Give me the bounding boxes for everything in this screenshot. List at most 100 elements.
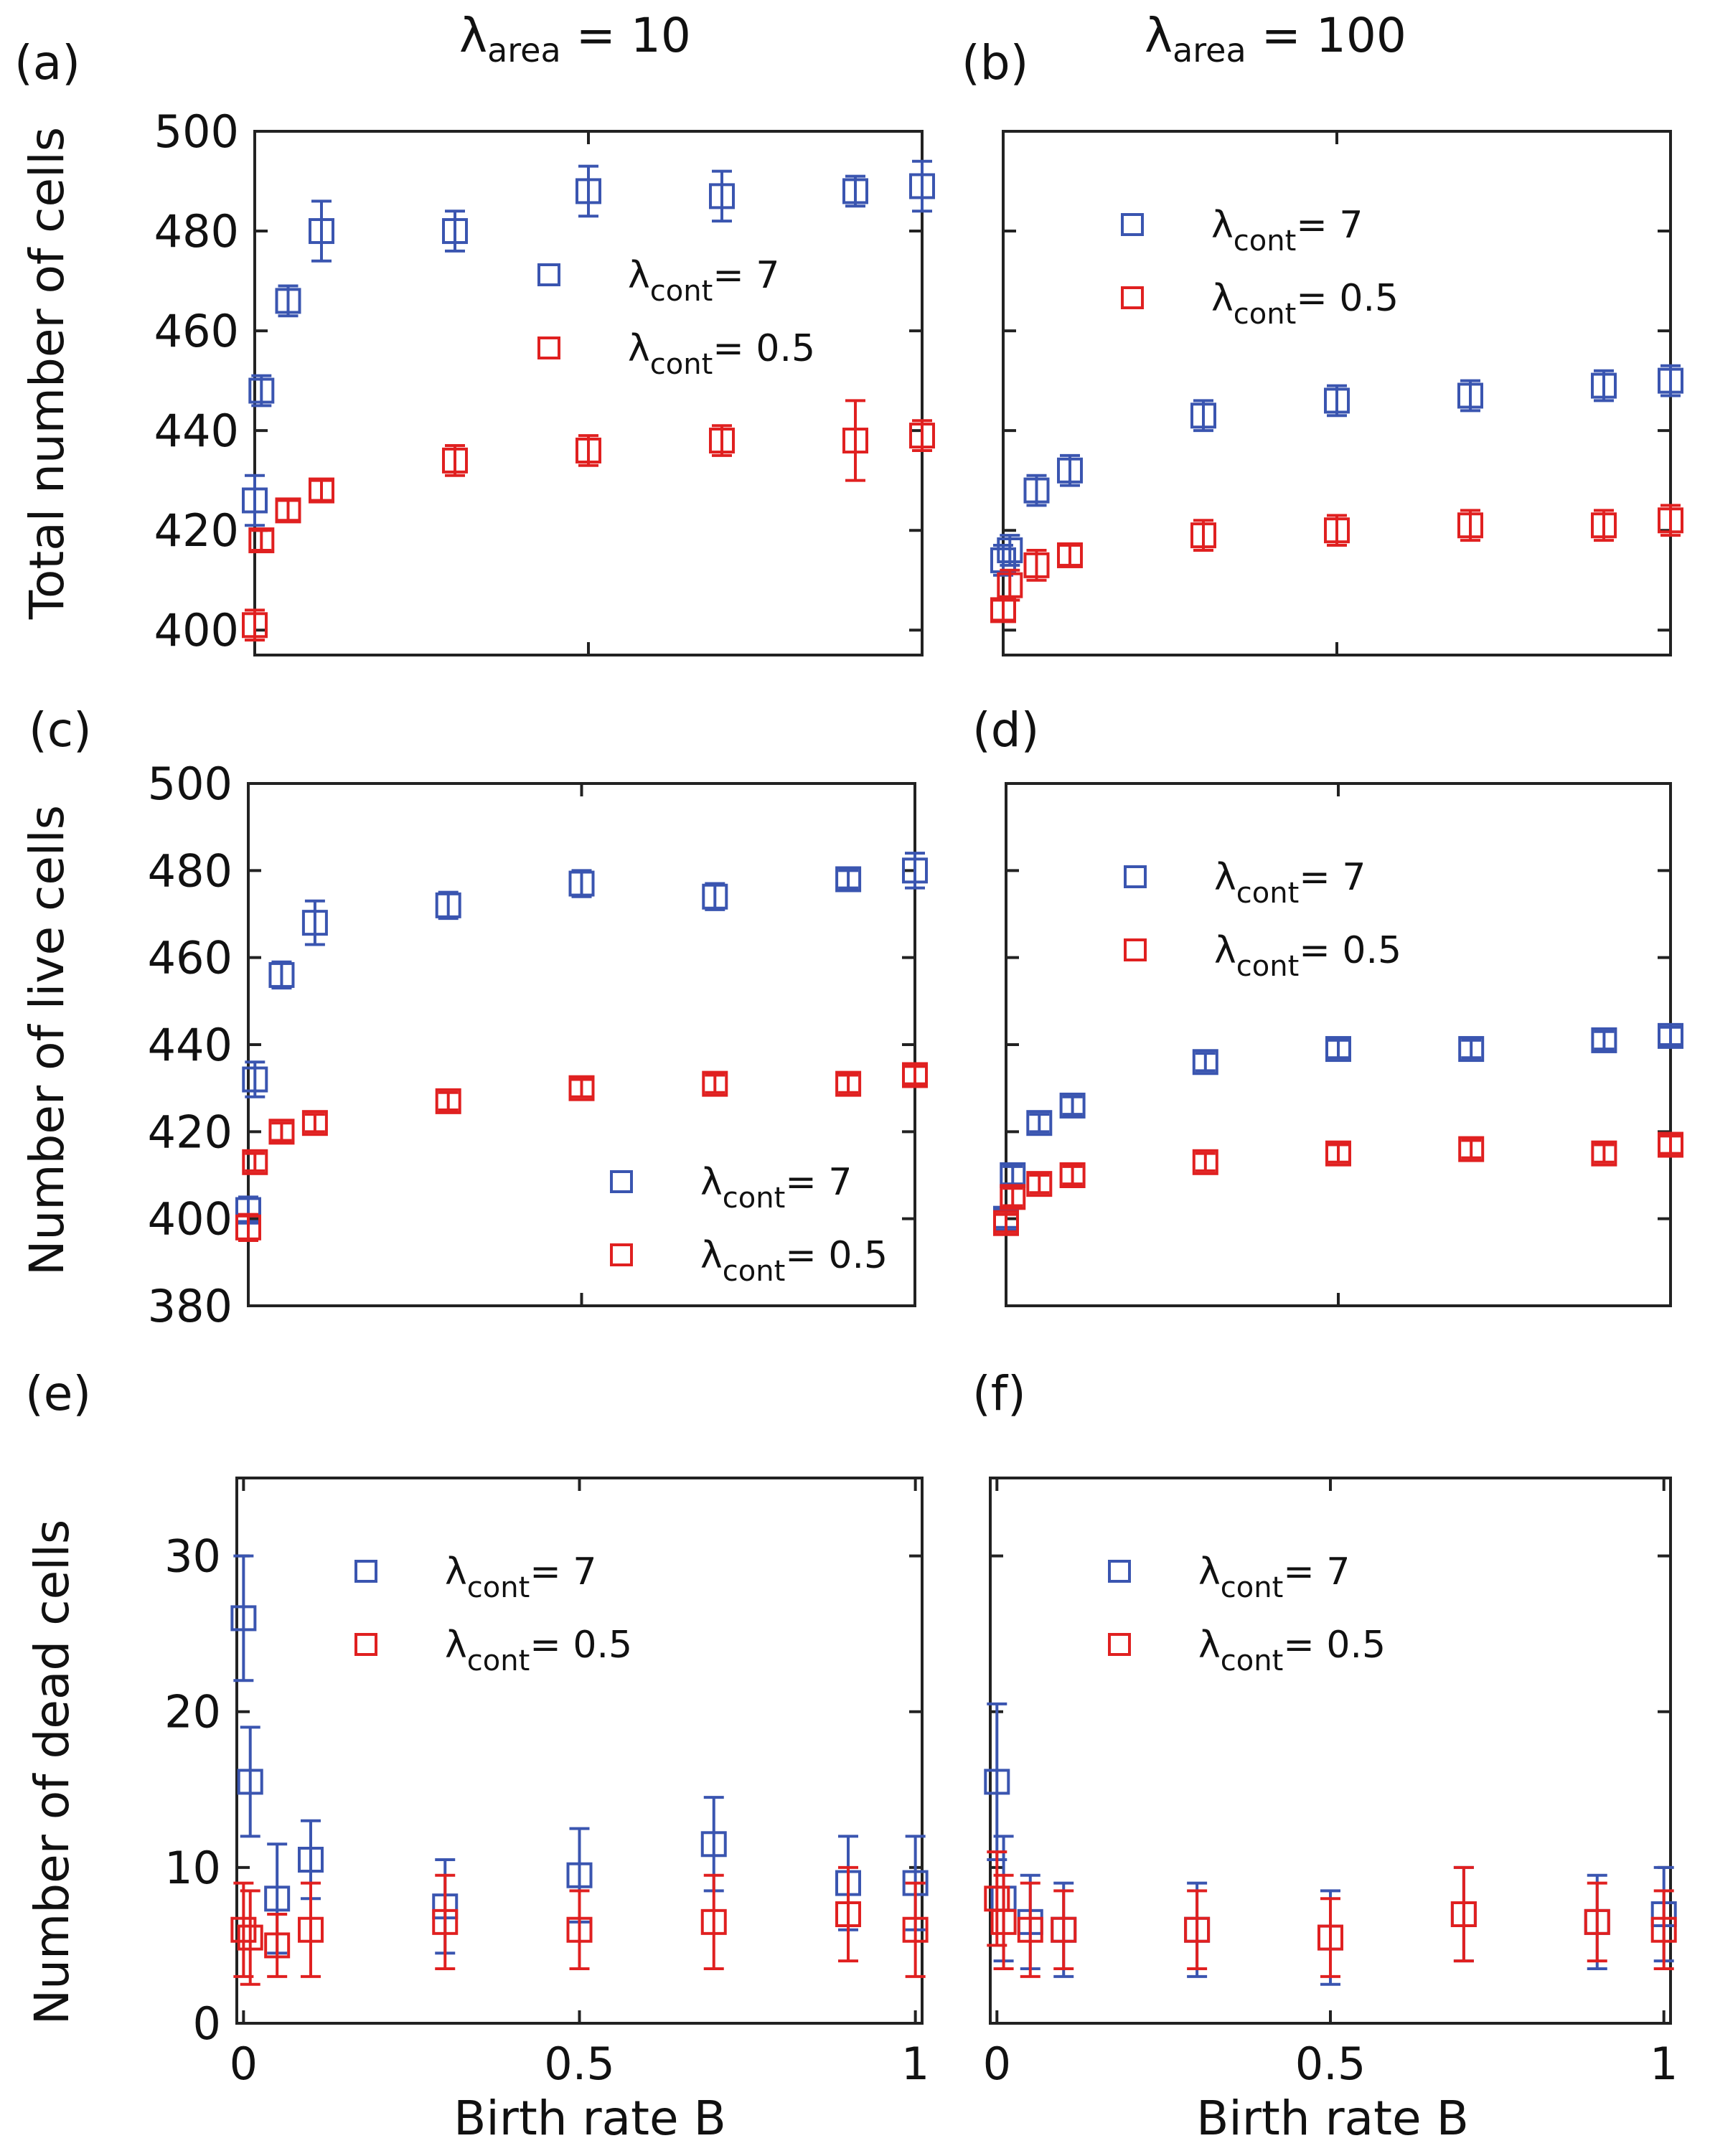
panel-d: (d) λcont= 7 λcont= 0.5 (972, 702, 1683, 1307)
data-point (1192, 1149, 1218, 1175)
data-point (237, 1924, 263, 1951)
panel-e: (e) Number of dead cells 0 10 20 30 0 0.5 1 λco… (24, 1366, 929, 2090)
legend-marker (1124, 938, 1147, 961)
data-point (842, 428, 868, 454)
header-lambda: λ (1145, 8, 1173, 63)
data-point (700, 1831, 727, 1858)
series-lambda-cont-0.5 (235, 1062, 928, 1242)
data-point (297, 1847, 324, 1873)
legend-entry: λcont= 7 (445, 1550, 596, 1604)
data-point (242, 487, 268, 514)
legend-entry: λcont= 7 (1211, 204, 1363, 258)
legend-marker (610, 1243, 633, 1266)
data-point (268, 1119, 295, 1145)
panel-label-c: (c) (29, 702, 92, 758)
data-point (1457, 512, 1483, 539)
data-point (242, 612, 268, 639)
data-point (709, 183, 735, 210)
legend-entry: λcont= 7 (1198, 1550, 1350, 1604)
legend-a: λcont= 7 λcont= 0.5 (537, 254, 815, 381)
data-point (1458, 1036, 1485, 1063)
data-point (442, 447, 468, 474)
legend-marker (1108, 1560, 1131, 1583)
data-point (1023, 552, 1050, 578)
legend-e: λcont= 7 λcont= 0.5 (354, 1550, 632, 1677)
data-point (1324, 387, 1350, 414)
y-tick-label: 440 (154, 405, 239, 457)
header-lambda: λ (459, 8, 487, 63)
x-axis-label-right: Birth rate B (1196, 2091, 1469, 2146)
data-point (1017, 1916, 1043, 1943)
data-point (902, 857, 928, 884)
data-point (566, 1916, 593, 1943)
data-point (842, 178, 868, 204)
panel-b: (b) λcont= 7 λcont= 0.5 (962, 35, 1683, 656)
legend-entry: λcont= 0.5 (1198, 1624, 1386, 1677)
data-point (990, 1908, 1017, 1935)
y-tick-label: 480 (154, 205, 239, 258)
data-point (264, 1886, 291, 1912)
data-point (702, 883, 728, 910)
y-tick-label: 480 (148, 844, 232, 897)
data-point (997, 537, 1023, 563)
data-point (1591, 512, 1617, 539)
data-point (1324, 517, 1350, 544)
y-tick-label: 0 (193, 1997, 221, 2050)
data-point (990, 547, 1016, 573)
data-point (566, 1862, 593, 1888)
panel-label-d: (d) (972, 702, 1039, 758)
legend-entry: λcont= 7 (1214, 856, 1366, 910)
legend-marker (1108, 1633, 1131, 1656)
legend-entry: λcont= 0.5 (445, 1624, 632, 1677)
series-lambda-cont-0.5 (242, 399, 935, 642)
data-point (1325, 1036, 1351, 1063)
data-point (230, 1605, 257, 1632)
data-point (1450, 1901, 1477, 1927)
data-point (432, 1908, 459, 1935)
data-point (902, 1916, 929, 1943)
legend-marker (354, 1633, 377, 1656)
y-tick-label: 500 (148, 758, 232, 810)
data-point (984, 1769, 1010, 1795)
data-point (230, 1916, 257, 1943)
data-point (309, 477, 334, 504)
data-point (442, 218, 468, 245)
panel-label-b: (b) (962, 35, 1028, 90)
header-sub: area (487, 31, 561, 70)
data-point (1458, 1136, 1485, 1162)
header-rest: = 100 (1246, 8, 1406, 63)
data-point (1317, 1924, 1343, 1951)
data-point (835, 866, 862, 893)
x-tick-label: 0.5 (544, 2038, 615, 2090)
data-point (1026, 1110, 1053, 1136)
data-point (997, 572, 1023, 598)
data-point (568, 1075, 595, 1101)
series-lambda-cont-7 (993, 1022, 1683, 1232)
y-axis-label-a: Total number of cells (19, 127, 75, 620)
panel-label-a: (a) (14, 35, 80, 90)
data-point (1051, 1916, 1077, 1943)
data-point (1658, 507, 1683, 534)
data-point (275, 288, 301, 314)
legend-marker (1121, 286, 1144, 309)
column-header-left: λarea = 10 (459, 8, 691, 70)
y-tick-label: 500 (154, 105, 239, 158)
data-point (1026, 1171, 1053, 1197)
panel-label-e: (e) (25, 1366, 91, 1421)
legend-entry: λcont= 7 (700, 1161, 852, 1215)
data-point (275, 497, 301, 524)
data-point (576, 437, 601, 463)
x-tick-label: 1 (1650, 2038, 1678, 2090)
column-header-right: λarea = 100 (1145, 8, 1406, 70)
data-point (309, 218, 334, 245)
data-point (1650, 1916, 1677, 1943)
series-lambda-cont-0.5 (230, 1865, 929, 1986)
header-rest: = 10 (561, 8, 691, 63)
y-tick-label: 30 (164, 1530, 221, 1583)
x-axis-label-left: Birth rate B (454, 2091, 726, 2146)
data-point (248, 377, 275, 404)
data-point (1325, 1140, 1351, 1167)
data-point (1023, 477, 1050, 504)
legend-entry: λcont= 0.5 (628, 327, 815, 381)
